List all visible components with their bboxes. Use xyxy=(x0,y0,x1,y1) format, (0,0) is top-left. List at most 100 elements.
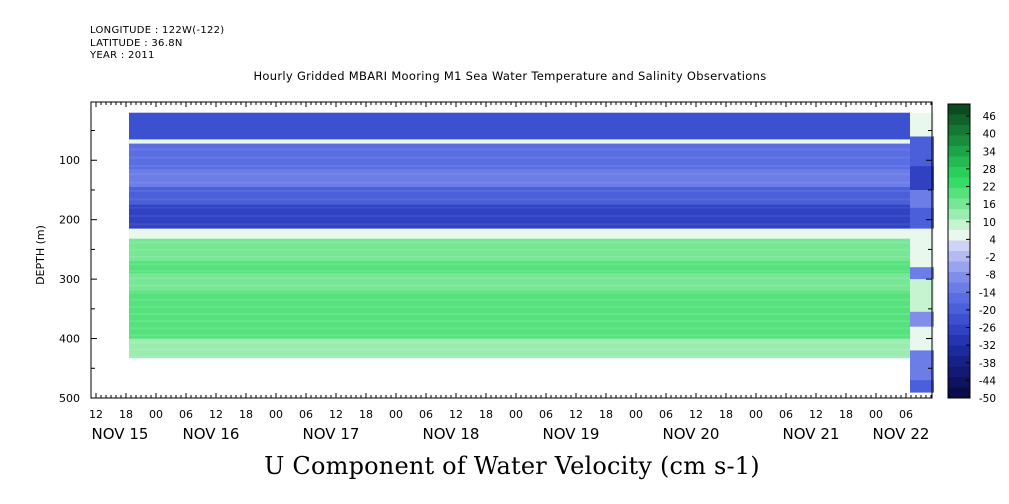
x-hour-label: 06 xyxy=(659,408,673,421)
x-date-label: NOV 19 xyxy=(543,425,600,443)
colorbar-label: -20 xyxy=(979,305,996,317)
x-hour-label: 06 xyxy=(299,408,313,421)
band-stripe xyxy=(129,277,910,280)
band-stripe xyxy=(129,165,910,167)
band-stripe xyxy=(129,248,910,251)
x-date-label: NOV 21 xyxy=(783,425,840,443)
x-date-label: NOV 20 xyxy=(663,425,720,443)
band-stripe xyxy=(129,284,910,287)
colorbar-swatch xyxy=(948,135,970,147)
band-stripe xyxy=(129,255,910,258)
colorbar-swatch xyxy=(948,167,970,178)
x-date-label: NOV 18 xyxy=(423,425,480,443)
x-hour-label: 12 xyxy=(209,408,223,421)
colorbar-swatch xyxy=(948,104,970,115)
edge-cell xyxy=(910,228,934,268)
x-hour-label: 12 xyxy=(809,408,823,421)
colorbar-label: -44 xyxy=(979,375,996,387)
colorbar-label: 28 xyxy=(983,164,996,176)
colorbar-label: 4 xyxy=(989,234,996,246)
colorbar-label: 34 xyxy=(983,146,997,158)
band-stripe xyxy=(129,348,910,351)
band-stripe xyxy=(129,291,910,294)
depth-band xyxy=(129,228,910,240)
colorbar-swatch xyxy=(948,303,970,315)
colorbar-swatch xyxy=(948,114,970,126)
longitude-label: LONGITUDE : 122W(-122) xyxy=(90,25,225,36)
latitude-label: LATITUDE : 36.8N xyxy=(90,38,183,49)
colorbar-swatch xyxy=(948,314,970,325)
colorbar-swatch xyxy=(948,230,970,241)
x-axis-tick-labels: 12 18 00 06 12 18 00 06 12 18 00 06 12 18 00 06 12 18 00 06… xyxy=(89,408,929,443)
x-hour-label: 18 xyxy=(719,408,733,421)
band-stripe xyxy=(129,334,910,337)
edge-cell xyxy=(910,207,934,230)
colorbar-swatch xyxy=(948,125,970,136)
colorbar-swatch xyxy=(948,282,970,294)
colorbar-label: 40 xyxy=(983,129,996,141)
x-hour-label: 18 xyxy=(599,408,613,421)
depth-band xyxy=(129,112,910,140)
band-stripe xyxy=(129,198,910,201)
colorbar-swatch xyxy=(948,272,970,283)
colorbar-swatch xyxy=(948,198,970,210)
depth-band xyxy=(129,273,910,292)
band-stripe xyxy=(129,305,910,308)
year-label: YEAR : 2011 xyxy=(90,50,155,61)
edge-cell xyxy=(910,350,934,381)
colorbar-swatch xyxy=(948,293,970,304)
colorbar-label: -50 xyxy=(979,393,996,405)
x-hour-label: 00 xyxy=(149,408,163,421)
colorbar-label: -26 xyxy=(979,323,996,335)
x-date-label: NOV 15 xyxy=(92,425,149,443)
depth-band xyxy=(129,169,910,188)
colorbar-label: -14 xyxy=(979,287,996,299)
x-hour-label: 12 xyxy=(569,408,583,421)
depth-band xyxy=(129,338,910,359)
x-hour-label: 06 xyxy=(779,408,793,421)
plot-area xyxy=(129,112,910,359)
x-hour-label: 12 xyxy=(329,408,343,421)
band-stripe xyxy=(129,263,910,266)
band-stripe xyxy=(129,313,910,315)
y-axis-label: DEPTH (m) xyxy=(34,225,47,285)
colorbar-frame xyxy=(947,103,971,399)
x-hour-label: 06 xyxy=(899,408,913,421)
colorbar-label: -2 xyxy=(986,252,996,264)
plot-title: Hourly Gridded MBARI Mooring M1 Sea Wate… xyxy=(253,69,767,83)
colorbar-swatch xyxy=(948,251,970,262)
x-hour-label: 18 xyxy=(359,408,373,421)
band-stripe xyxy=(129,190,910,192)
colorbar-swatch xyxy=(948,209,970,220)
depth-band xyxy=(129,143,910,170)
colorbar-swatch xyxy=(948,146,970,157)
band-stripe xyxy=(129,341,910,344)
y-tick-label: 300 xyxy=(59,273,80,286)
x-hour-label: 00 xyxy=(749,408,763,421)
main-title: U Component of Water Velocity (cm s-1) xyxy=(264,452,760,480)
band-stripe xyxy=(129,241,910,244)
y-tick-label: 200 xyxy=(59,214,80,227)
depth-band xyxy=(129,139,910,145)
x-date-label: NOV 16 xyxy=(183,425,240,443)
depth-band xyxy=(129,204,910,230)
edge-cell xyxy=(910,380,934,393)
colorbar-swatch xyxy=(948,377,970,388)
right-edge-data xyxy=(910,112,934,393)
x-hour-label: 00 xyxy=(509,408,523,421)
band-stripe xyxy=(129,173,910,176)
x-hour-label: 18 xyxy=(839,408,853,421)
colorbar-swatch xyxy=(948,240,970,252)
x-date-label: NOV 22 xyxy=(873,425,930,443)
y-axis-tick-labels: 100 200 300 400 500 xyxy=(59,154,80,405)
band-stripe xyxy=(129,327,910,330)
colorbar-label: 46 xyxy=(983,111,997,123)
x-hour-label: 00 xyxy=(629,408,643,421)
edge-cell xyxy=(910,267,934,280)
colorbar-label: -32 xyxy=(979,340,996,352)
depth-band xyxy=(129,314,910,340)
x-hour-label: 18 xyxy=(119,408,133,421)
colorbar-swatch xyxy=(948,156,970,168)
band-stripe xyxy=(129,223,910,226)
